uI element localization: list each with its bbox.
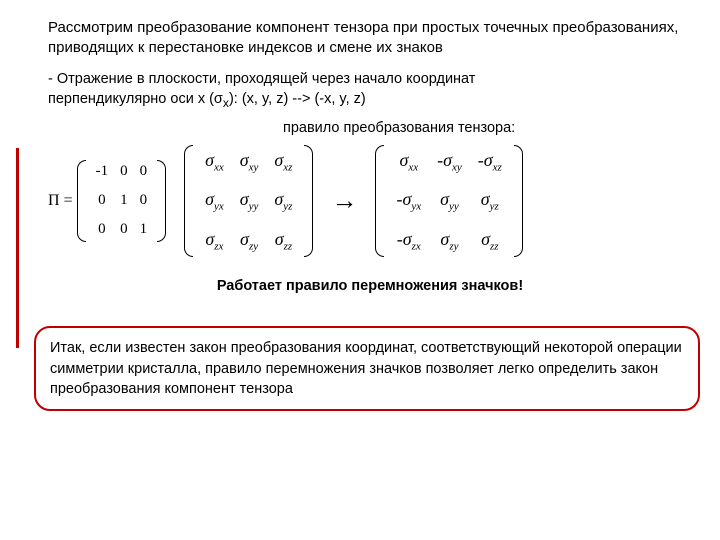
- sigma-cell: σyz: [266, 181, 300, 221]
- sigma-cell: σyy: [232, 181, 267, 221]
- bracket-right: [514, 145, 523, 257]
- bracket-left: [184, 145, 193, 257]
- sigma-cell: -σzx: [388, 221, 429, 261]
- sigma-cell: σyz: [470, 181, 510, 221]
- pi-cell: 1: [134, 215, 154, 244]
- rule-label: правило преобразования тензора:: [48, 120, 692, 136]
- bracket-left: [77, 160, 86, 242]
- sigma-cell: σzy: [429, 221, 470, 261]
- sigma-cell: σxy: [232, 142, 267, 182]
- bracket-right: [304, 145, 313, 257]
- pi-symbol: П: [48, 192, 60, 210]
- pi-matrix: П = -1 0 0 0 1 0 0 0 1: [48, 157, 166, 244]
- bracket-left: [375, 145, 384, 257]
- callout-box: Итак, если известен закон преобразования…: [34, 326, 700, 411]
- sigma-cell: σyx: [197, 181, 232, 221]
- sigma-cell: -σyx: [388, 181, 429, 221]
- pi-cell: 0: [114, 215, 134, 244]
- pi-cell: 0: [134, 186, 154, 215]
- heading: Рассмотрим преобразование компонент тенз…: [48, 18, 692, 59]
- reflection-text: - Отражение в плоскости, проходящей чере…: [48, 69, 692, 112]
- bracket-right: [157, 160, 166, 242]
- reflection-line1: - Отражение в плоскости, проходящей чере…: [48, 71, 475, 87]
- sigma-cell: σxz: [266, 142, 300, 182]
- sigma-right-matrix: σxx-σxy-σxz -σyxσyyσyz -σzxσzyσzz: [375, 142, 522, 261]
- sigma-cell: σyy: [429, 181, 470, 221]
- sigma-right-table: σxx-σxy-σxz -σyxσyyσyz -σzxσzyσzz: [388, 142, 509, 261]
- sigma-cell: σzy: [232, 221, 267, 261]
- sigma-cell: σzx: [197, 221, 232, 261]
- callout-text: Итак, если известен закон преобразования…: [50, 340, 682, 397]
- slide-content: Рассмотрим преобразование компонент тенз…: [0, 0, 720, 326]
- sigma-cell: σxx: [197, 142, 232, 182]
- accent-bar: [16, 148, 19, 348]
- pi-cell: 0: [90, 215, 115, 244]
- pi-matrix-table: -1 0 0 0 1 0 0 0 1: [90, 157, 154, 244]
- sigma-left-table: σxxσxyσxzσyxσyyσyzσzxσzyσzz: [197, 142, 300, 261]
- sigma-cell: -σxz: [470, 142, 510, 182]
- pi-cell: 0: [114, 157, 134, 186]
- sigma-cell: σzz: [266, 221, 300, 261]
- sigma-cell: σxx: [388, 142, 429, 182]
- pi-cell: 1: [114, 186, 134, 215]
- equals: =: [64, 192, 73, 210]
- math-row: П = -1 0 0 0 1 0 0 0 1: [48, 142, 692, 261]
- reflection-line2-suffix: ): (x, y, z) --> (-x, y, z): [229, 91, 366, 107]
- pi-cell: 0: [90, 186, 115, 215]
- sigma-left-matrix: σxxσxyσxzσyxσyyσyzσzxσzyσzz: [184, 142, 313, 261]
- arrow: →: [331, 186, 357, 216]
- sigma-cell: -σxy: [429, 142, 470, 182]
- pi-cell: -1: [90, 157, 115, 186]
- reflection-line2-prefix: перпендикулярно оси x (σ: [48, 91, 223, 107]
- sigma-cell: σzz: [470, 221, 510, 261]
- bold-rule: Работает правило перемножения значков!: [48, 278, 692, 294]
- pi-cell: 0: [134, 157, 154, 186]
